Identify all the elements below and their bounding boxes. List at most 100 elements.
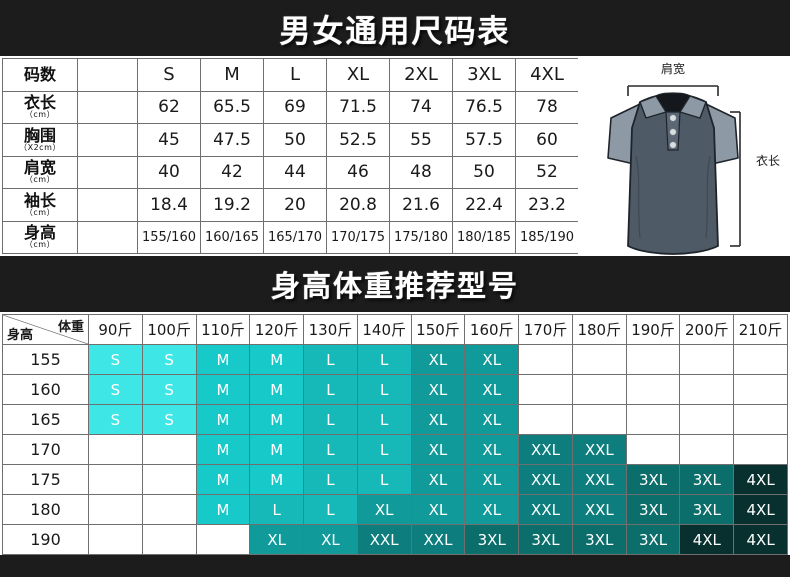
- size-table: 码数 S M L XL 2XL 3XL 4XL 衣长 （cm） 62 65.5 69 71.5 74 76.5…: [2, 58, 579, 254]
- size-table-size-header: XL: [326, 58, 390, 92]
- reco-size-cell: L: [356, 434, 412, 465]
- reco-size-cell: XL: [410, 344, 466, 375]
- reco-size-cell: XL: [303, 524, 358, 555]
- size-table-value-cell: 60: [515, 123, 579, 157]
- reco-weight-header: 210斤: [733, 314, 788, 345]
- size-table-value-cell: 50: [263, 123, 327, 157]
- size-table-value-cell: 185/190: [515, 220, 579, 254]
- reco-size-cell: XXL: [518, 464, 573, 495]
- reco-weight-header: 170斤: [518, 314, 573, 345]
- size-table-section: 码数 S M L XL 2XL 3XL 4XL 衣长 （cm） 62 65.5 69 71.5 74 76.5…: [0, 56, 790, 256]
- size-table-value-cell: 46: [326, 155, 390, 189]
- size-table-spacer-cell: [77, 58, 138, 92]
- size-table-size-header: 2XL: [389, 58, 453, 92]
- reco-empty-cell: [733, 374, 788, 405]
- size-table-value-cell: 45: [137, 123, 201, 157]
- reco-size-cell: XXL: [571, 434, 627, 465]
- reco-weight-header: 200斤: [679, 314, 735, 345]
- size-table-value-cell: 69: [263, 90, 327, 124]
- reco-weight-axis-label: 体重: [57, 320, 84, 335]
- reco-empty-cell: [88, 464, 143, 495]
- reco-empty-cell: [141, 464, 197, 495]
- reco-empty-cell: [625, 434, 681, 465]
- reco-weight-header: 180斤: [571, 314, 627, 345]
- reco-empty-cell: [141, 494, 197, 525]
- size-table-value-cell: 74: [389, 90, 453, 124]
- garment-length-label: 衣长: [756, 154, 781, 168]
- size-table-value-cell: 165/170: [263, 220, 327, 254]
- reco-size-cell: S: [88, 374, 143, 405]
- banner-recommendation-title: 身高体重推荐型号: [0, 256, 790, 312]
- size-table-value-cell: 19.2: [200, 188, 264, 222]
- reco-empty-cell: [679, 434, 735, 465]
- reco-size-cell: XL: [464, 344, 520, 375]
- reco-empty-cell: [679, 344, 735, 375]
- reco-weight-header: 140斤: [356, 314, 412, 345]
- reco-weight-header: 130斤: [303, 314, 358, 345]
- reco-size-cell: 3XL: [625, 464, 681, 495]
- size-table-value-cell: 47.5: [200, 123, 264, 157]
- size-table-size-header: L: [263, 58, 327, 92]
- reco-size-cell: M: [195, 494, 251, 525]
- reco-table-row: 190 XL XL XXL XXL 3XL 3XL 3XL 3XL 4XL 4XL: [2, 524, 788, 555]
- size-table-row-label: 肩宽 （cm）: [2, 155, 78, 189]
- reco-height-label: 155: [2, 344, 89, 375]
- shoulder-width-label: 肩宽: [661, 62, 686, 76]
- reco-empty-cell: [88, 494, 143, 525]
- size-table-size-header: M: [200, 58, 264, 92]
- reco-size-cell: M: [195, 404, 251, 435]
- reco-height-label: 175: [2, 464, 89, 495]
- recommendation-table: 体重 身高 90斤 100斤 110斤 120斤 130斤 140斤 150斤 160斤 170斤 1…: [2, 314, 788, 555]
- size-table-row: 胸围 （X2cm） 45 47.5 50 52.5 55 57.5 60: [2, 123, 579, 157]
- reco-size-cell: S: [88, 404, 143, 435]
- reco-size-cell: M: [249, 404, 305, 435]
- size-table-row-unit: （cm）: [24, 110, 56, 120]
- reco-empty-cell: [141, 434, 197, 465]
- size-table-value-cell: 57.5: [452, 123, 516, 157]
- size-table-row-unit: （cm）: [24, 240, 56, 250]
- reco-size-cell: XXL: [571, 494, 627, 525]
- reco-size-cell: S: [141, 374, 197, 405]
- size-table-value-cell: 65.5: [200, 90, 264, 124]
- reco-height-label: 180: [2, 494, 89, 525]
- size-table-value-cell: 21.6: [389, 188, 453, 222]
- reco-size-cell: M: [249, 434, 305, 465]
- reco-size-cell: 3XL: [679, 494, 735, 525]
- size-table-corner-label: 码数: [2, 58, 78, 92]
- reco-size-cell: XXL: [518, 494, 573, 525]
- reco-empty-cell: [571, 404, 627, 435]
- reco-size-cell: XL: [249, 524, 305, 555]
- reco-axis-corner-cell: 体重 身高: [2, 314, 89, 345]
- size-table-value-cell: 42: [200, 155, 264, 189]
- recommendation-section: 体重 身高 90斤 100斤 110斤 120斤 130斤 140斤 150斤 160斤 170斤 1…: [0, 312, 790, 555]
- size-table-value-cell: 22.4: [452, 188, 516, 222]
- reco-header-row: 体重 身高 90斤 100斤 110斤 120斤 130斤 140斤 150斤 160斤 170斤 1…: [2, 314, 788, 345]
- reco-size-cell: M: [195, 344, 251, 375]
- reco-size-cell: XL: [410, 464, 466, 495]
- size-table-header-row: 码数 S M L XL 2XL 3XL 4XL: [2, 58, 579, 92]
- size-table-row-unit: （cm）: [24, 175, 56, 185]
- reco-size-cell: 3XL: [571, 524, 627, 555]
- size-table-value-cell: 18.4: [137, 188, 201, 222]
- reco-size-cell: XL: [410, 434, 466, 465]
- reco-empty-cell: [679, 374, 735, 405]
- reco-height-label: 160: [2, 374, 89, 405]
- size-table-row-label: 身高 （cm）: [2, 220, 78, 254]
- reco-size-cell: M: [249, 374, 305, 405]
- reco-size-cell: 3XL: [625, 524, 681, 555]
- reco-size-cell: XL: [410, 494, 466, 525]
- size-table-value-cell: 52.5: [326, 123, 390, 157]
- reco-weight-header: 110斤: [195, 314, 251, 345]
- size-table-value-cell: 62: [137, 90, 201, 124]
- size-table-spacer-cell: [77, 90, 138, 124]
- reco-size-cell: XXL: [410, 524, 466, 555]
- reco-empty-cell: [733, 404, 788, 435]
- size-table-value-cell: 78: [515, 90, 579, 124]
- reco-weight-header: 190斤: [625, 314, 681, 345]
- reco-empty-cell: [625, 374, 681, 405]
- reco-size-cell: M: [249, 464, 305, 495]
- reco-size-cell: 4XL: [733, 494, 788, 525]
- size-table-value-cell: 175/180: [389, 220, 453, 254]
- size-table-value-cell: 170/175: [326, 220, 390, 254]
- reco-size-cell: L: [303, 404, 358, 435]
